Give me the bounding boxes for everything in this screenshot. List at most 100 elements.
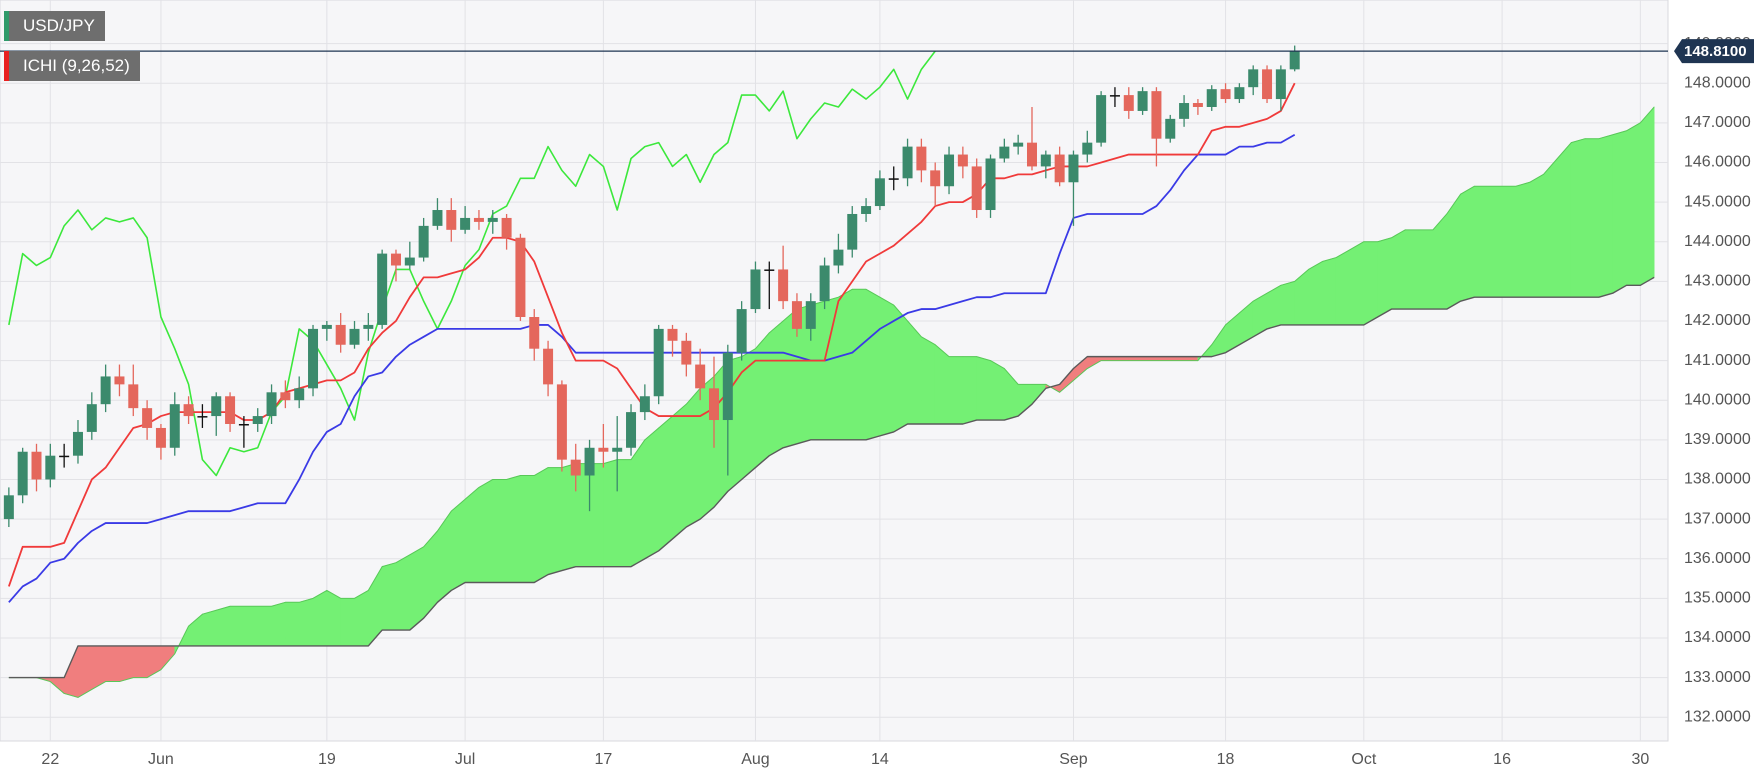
cloud-segment (616, 459, 632, 567)
candle-body (280, 392, 291, 401)
candle-body (404, 257, 415, 266)
candle-body (1262, 69, 1273, 100)
candle-body (3, 495, 14, 520)
x-tick-label: Sep (1059, 751, 1088, 768)
cloud-segment (603, 459, 618, 567)
y-tick-label: 144.0000 (1684, 233, 1751, 250)
cloud-segment (1405, 229, 1420, 310)
candle-body (626, 412, 637, 448)
candle-body (1137, 91, 1148, 111)
candle-body (874, 178, 885, 207)
kijun-line (8, 133, 1296, 603)
candle-body (446, 210, 457, 230)
candle-body (957, 154, 968, 167)
candle-body (460, 217, 471, 230)
cloud-segment (1418, 229, 1434, 310)
cloud-segment (561, 463, 577, 572)
cloud-segment (1557, 141, 1572, 298)
symbol-label: USD/JPY (4, 11, 105, 41)
cloud-segment (1377, 237, 1392, 318)
candle-body (736, 309, 747, 353)
y-tick-label: 134.0000 (1684, 629, 1751, 646)
cloud-segment (340, 598, 355, 647)
y-tick-label: 141.0000 (1684, 352, 1751, 369)
candle-body (944, 154, 955, 187)
cloud-segment (893, 304, 908, 433)
cloud-segment (298, 597, 314, 647)
cloud-segment (1543, 157, 1558, 298)
cloud-segment (132, 645, 148, 678)
cloud-segment (1501, 185, 1517, 298)
candle-body (515, 237, 526, 318)
candle-body (225, 396, 236, 424)
cloud-segment (741, 348, 756, 481)
cloud-segment (547, 467, 563, 575)
cloud-segment (1640, 106, 1655, 286)
cloud-segment (921, 336, 936, 425)
cloud-segment (326, 589, 341, 647)
y-tick-label: 148.0000 (1684, 74, 1751, 91)
plot (3, 45, 1655, 698)
cloud-segment (948, 356, 964, 425)
candle-body (791, 301, 802, 329)
candle-body (833, 249, 844, 266)
cloud-segment (1626, 122, 1641, 286)
candle-body (985, 158, 996, 211)
cloud-segment (1487, 185, 1503, 298)
cloud-segment (533, 467, 549, 584)
cloud-segment (271, 601, 286, 647)
x-tick-label: 14 (871, 751, 889, 768)
y-tick-label: 143.0000 (1684, 273, 1751, 290)
candle-body (114, 376, 125, 385)
candle-body (100, 376, 111, 405)
candle-body (819, 265, 830, 302)
candle-body (1123, 95, 1134, 111)
candle-body (1192, 103, 1203, 107)
candle-body (847, 213, 858, 250)
candle-body (1179, 103, 1190, 119)
cloud-segment (215, 605, 231, 647)
y-tick-label: 139.0000 (1684, 431, 1751, 448)
candle-body (432, 210, 443, 226)
candle-body (529, 317, 540, 349)
last-price-label: 148.8100 (1684, 43, 1747, 60)
candle-body (681, 340, 692, 365)
cloud-segment (409, 546, 424, 631)
cloud-segment (105, 645, 120, 682)
y-tick-label: 140.0000 (1684, 391, 1751, 408)
candle-body (653, 328, 664, 397)
candle-body (639, 396, 650, 413)
cloud-segment (1584, 138, 1600, 298)
cloud-segment (520, 475, 535, 583)
candle-body (1068, 154, 1079, 183)
candle-body (612, 447, 623, 452)
candle-body (418, 225, 429, 258)
cloud-segment (202, 609, 217, 647)
cloud-segment (1432, 213, 1448, 310)
y-tick-label: 133.0000 (1684, 669, 1751, 686)
cloud-segment (1322, 257, 1337, 326)
candle-body (377, 253, 388, 325)
y-tick-label: 135.0000 (1684, 590, 1751, 607)
cloud-segment (1349, 241, 1365, 326)
x-tick-label: 22 (41, 751, 59, 768)
candle-body (1234, 87, 1245, 100)
cloud-segment (229, 605, 245, 647)
candle-body (708, 388, 719, 421)
x-tick-label: 30 (1631, 751, 1649, 768)
candle-body (888, 178, 899, 180)
cloud-segment (77, 645, 93, 698)
cloud-segment (450, 498, 466, 591)
cloud-segment (1335, 249, 1351, 326)
candle-body (861, 206, 872, 214)
candle-body (1289, 51, 1300, 70)
candle-body (805, 301, 816, 329)
candle-body (197, 416, 208, 418)
cloud-segment (575, 463, 590, 567)
candle-body (59, 455, 70, 458)
cloud-segment (354, 589, 369, 647)
cloud-segment (492, 479, 507, 583)
x-tick-label: Jun (148, 751, 174, 768)
